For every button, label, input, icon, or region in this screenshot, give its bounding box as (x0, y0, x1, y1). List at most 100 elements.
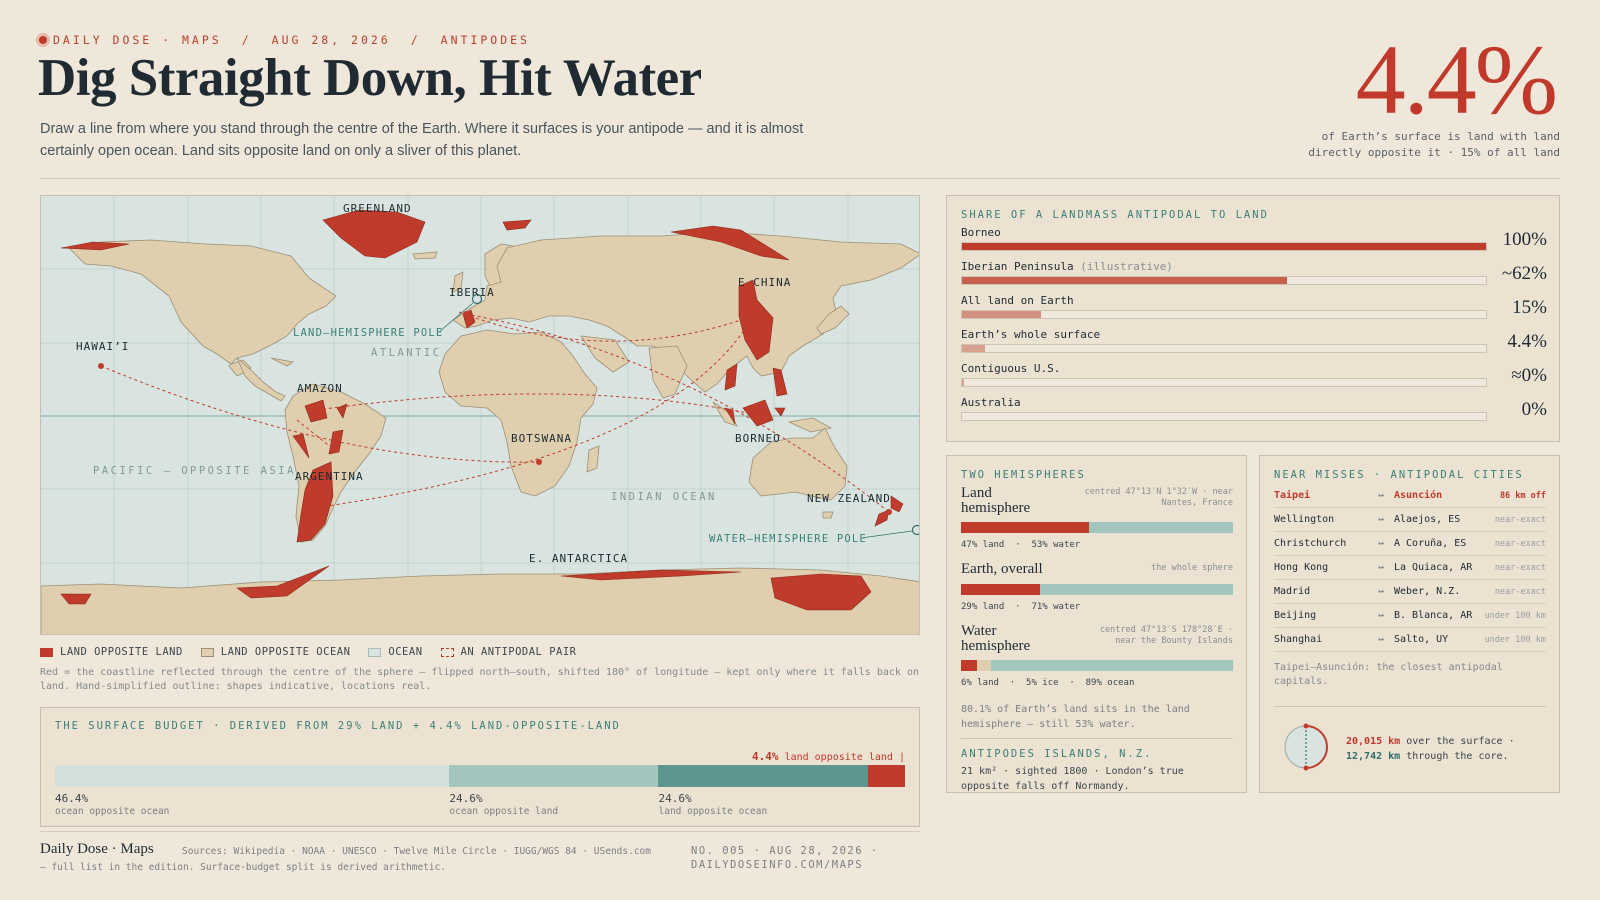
core-distance-line: 12,742 km through the core. (1346, 749, 1515, 764)
label-atlantic: ATLANTIC (371, 347, 442, 359)
hemisphere-bar-segment (1088, 522, 1233, 533)
map-pole-labels: LAND–HEMISPHERE POLE WATER–HEMISPHERE PO… (293, 327, 866, 545)
budget-segment (658, 765, 868, 787)
hemisphere-bar (961, 584, 1233, 595)
hemisphere-caption: 47% land · 53% water (961, 540, 1081, 550)
share-row-fill (962, 379, 965, 386)
near-miss-row: Hong Kong ↔ La Quiaca, AR near-exact (1274, 556, 1546, 580)
hemisphere-bar-segment (990, 660, 1233, 671)
water-pole-leader (860, 530, 913, 539)
hemisphere-row: Earth, overall the whole sphere 29% land ·… (961, 562, 1233, 612)
share-row-track (961, 344, 1487, 353)
hemisphere-caption: 6% land · 5% ice · 89% ocean (961, 678, 1135, 688)
antipodal-points (98, 311, 892, 515)
page-title: Dig Straight Down, Hit Water (38, 49, 702, 107)
share-row-label: All land on Earth (961, 294, 1074, 307)
label-antarctica: E. ANTARCTICA (529, 552, 628, 565)
headline-stat: 4.4% (1355, 24, 1558, 135)
footer-edition: NO. 005 · AUG 28, 2026 · DAILYDOSEINFO.C… (691, 844, 879, 872)
hemisphere-bar-segment (961, 522, 1089, 533)
share-row-name: Iberian Peninsula (961, 260, 1074, 273)
india (648, 345, 688, 399)
uk (452, 271, 464, 293)
near-miss-distance: 86 km off (1499, 491, 1546, 501)
share-row: All land on Earth 15% (961, 294, 1547, 324)
australia (748, 427, 848, 501)
near-miss-antipode: Salto, UY (1394, 634, 1449, 645)
share-row-name: Earth’s whole surface (961, 328, 1101, 341)
share-row-note: (illustrative) (1080, 260, 1173, 273)
share-row-track (961, 412, 1487, 421)
water-hemisphere-pole-marker (911, 524, 919, 536)
antarctic-patch-1 (60, 593, 92, 605)
siberia-reflection (670, 225, 790, 261)
new-guinea (787, 417, 833, 433)
new-zealand-point (886, 509, 892, 515)
hemispheres-heading: TWO HEMISPHERES (961, 469, 1086, 481)
headline-stat-caption: of Earth’s surface is land with land dir… (1308, 129, 1560, 161)
antarctic-patch-2 (236, 565, 330, 599)
near-misses-panel: NEAR MISSES · ANTIPODAL CITIES Taipei ↔ As… (1259, 455, 1560, 793)
edition-url: DAILYDOSEINFO.COM/MAPS (691, 859, 864, 871)
tasmania (822, 511, 834, 519)
edition-line: NO. 005 · AUG 28, 2026 · (691, 845, 879, 857)
kicker-topic: ANTIPODES (440, 33, 530, 47)
label-botswana: BOTSWANA (511, 432, 572, 445)
near-miss-city: Madrid (1274, 586, 1311, 597)
arctic-reflection (60, 241, 130, 251)
antipode-arrow-icon: ↔ (1378, 562, 1385, 573)
map-note: Red = the coastline reflected through th… (40, 667, 919, 692)
budget-segment-pct: 46.4% (55, 792, 89, 805)
share-row-name: Borneo (961, 226, 1001, 239)
share-row-fill (962, 311, 1041, 318)
budget-segment-label: 24.6% land opposite ocean (659, 792, 768, 817)
share-row-label: Australia (961, 396, 1021, 409)
land-hemisphere-pole-marker (471, 293, 483, 305)
china-argentina-line (326, 325, 748, 507)
share-row-value: ~62% (1501, 263, 1547, 284)
antarctic-patch-3 (560, 569, 742, 581)
near-miss-city: Beijing (1274, 610, 1317, 621)
legend-label: LAND OPPOSITE LAND (60, 646, 183, 658)
budget-segment-caption: land opposite ocean (658, 806, 768, 817)
antipode-arrow-icon: ↔ (1378, 634, 1385, 645)
borneo-small-patch (774, 407, 786, 417)
antipode-arrow-icon: ↔ (1378, 610, 1385, 621)
indochina-patch (724, 363, 738, 391)
near-miss-distance: near-exact (1494, 587, 1546, 597)
near-miss-distance: near-exact (1494, 539, 1546, 549)
surface-budget-heading: THE SURFACE BUDGET · DERIVED FROM 29% LA… (55, 720, 621, 732)
share-heading: SHARE OF A LANDMASS ANTIPODAL TO LAND (961, 209, 1269, 221)
hemisphere-row: Land hemisphere centred 47°13′N 1°32′W · … (961, 485, 1233, 550)
budget-segment-pct: 24.6% (449, 792, 483, 805)
budget-segment-caption: ocean opposite land (449, 806, 559, 817)
share-row-value: 0% (1521, 399, 1547, 420)
hemisphere-location: centred 47°13′S 178°28′E · near the Boun… (1099, 625, 1233, 646)
hemisphere-bar (961, 660, 1233, 671)
hemisphere-bar-segment (961, 584, 1040, 595)
hemisphere-bar (961, 522, 1233, 533)
near-miss-antipode: Alaejos, ES (1394, 514, 1461, 525)
near-miss-antipode: Weber, N.Z. (1394, 586, 1461, 597)
surface-distance-text: over the surface · (1406, 736, 1515, 747)
africa (438, 329, 598, 497)
distance-text: 20,015 km over the surface · 12,742 km t… (1346, 734, 1515, 764)
globe-diameter-icon (1284, 723, 1328, 771)
antipode-arrow-icon: ↔ (1378, 490, 1385, 501)
surface-distance: 20,015 km (1346, 736, 1401, 747)
share-row-label: Borneo (961, 226, 1001, 239)
hemisphere-name: Land hemisphere (961, 485, 1031, 516)
footer-divider (40, 831, 920, 832)
legend-item: OCEAN (368, 646, 422, 658)
near-miss-distance: near-exact (1494, 563, 1546, 573)
near-miss-antipode: A Coruña, ES (1394, 538, 1467, 549)
surface-distance-line: 20,015 km over the surface · (1346, 734, 1515, 749)
legend-item: LAND OPPOSITE OCEAN (200, 646, 351, 658)
land-opposite-land (60, 209, 904, 611)
budget-segment-pct: 24.6% (658, 792, 692, 805)
near-miss-distance: under 100 km (1484, 611, 1546, 621)
label-new-zealand: NEW ZEALAND (807, 492, 891, 505)
legend-label: LAND OPPOSITE OCEAN (220, 646, 351, 658)
kicker-separator: / (410, 33, 421, 47)
near-miss-city: Wellington (1274, 514, 1335, 525)
